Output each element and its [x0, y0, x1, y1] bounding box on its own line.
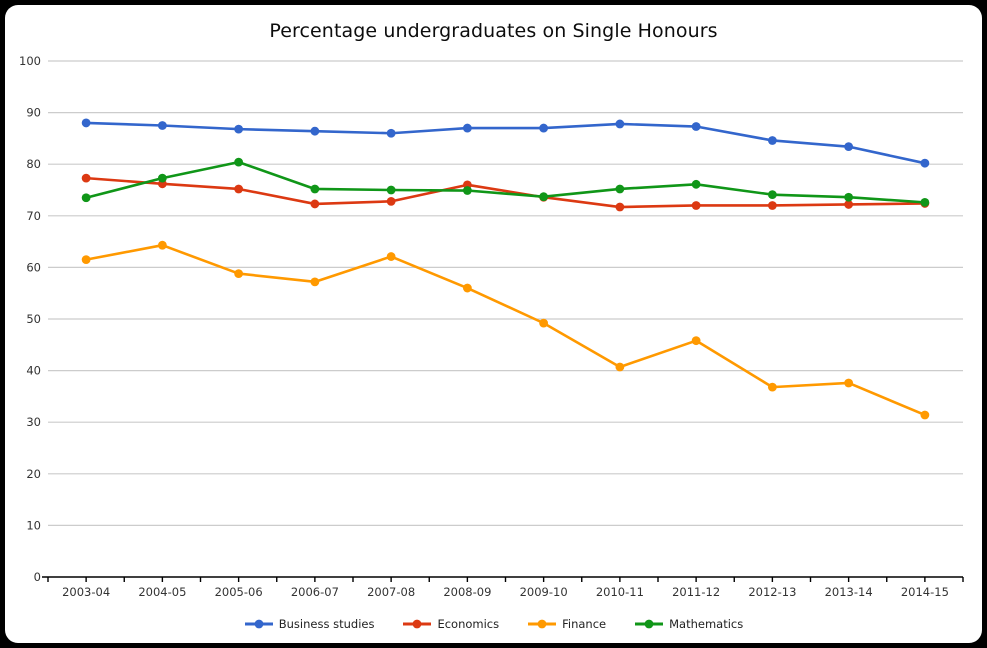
x-axis-label: 2014-15 — [901, 585, 949, 599]
data-point-finance — [310, 277, 320, 287]
legend-marker-icon — [635, 619, 664, 629]
data-point-mathematics — [462, 186, 472, 195]
data-point-mathematics — [615, 184, 625, 194]
x-axis-label: 2005-06 — [215, 585, 263, 599]
y-axis-label: 60 — [26, 260, 41, 274]
data-point-business-studies — [234, 124, 244, 134]
legend-label: Mathematics — [669, 617, 744, 631]
series-line-mathematics — [84, 160, 927, 204]
x-axis-label: 2006-07 — [291, 585, 339, 599]
data-point-economics — [310, 199, 320, 209]
data-point-finance — [920, 410, 930, 420]
data-point-finance — [767, 382, 777, 392]
data-point-mathematics — [310, 184, 320, 194]
data-point-business-studies — [386, 128, 396, 138]
x-axis-label: 2004-05 — [138, 585, 186, 599]
legend-item-finance: Finance — [527, 617, 606, 631]
data-point-business-studies — [462, 123, 472, 133]
y-axis-label: 100 — [19, 54, 41, 68]
data-point-finance — [615, 362, 625, 372]
series-line-business-studies — [84, 121, 927, 165]
legend-item-economics: Economics — [402, 617, 499, 631]
data-point-business-studies — [691, 122, 701, 131]
legend-item-business-studies: Business studies — [244, 617, 375, 631]
chart-frame — [5, 5, 982, 643]
series-line-economics — [84, 176, 927, 209]
legend-item-mathematics: Mathematics — [634, 617, 743, 631]
legend-label: Economics — [437, 617, 500, 631]
data-point-mathematics — [844, 192, 854, 202]
legend-marker-icon — [528, 619, 557, 629]
y-axis-label: 70 — [26, 209, 41, 223]
data-point-finance — [81, 255, 91, 265]
data-point-mathematics — [157, 173, 167, 183]
data-point-mathematics — [767, 190, 777, 200]
data-point-finance — [539, 318, 549, 328]
data-point-mathematics — [691, 179, 701, 189]
legend-marker-icon — [403, 619, 432, 629]
data-point-business-studies — [81, 118, 91, 128]
data-point-mathematics — [920, 197, 930, 207]
data-point-mathematics — [81, 193, 91, 203]
data-point-business-studies — [157, 121, 167, 130]
data-point-business-studies — [310, 126, 320, 136]
chart-title: Percentage undergraduates on Single Hono… — [269, 20, 718, 42]
x-axis-label: 2011-12 — [672, 585, 720, 599]
data-point-economics — [767, 201, 777, 210]
data-point-economics — [691, 201, 701, 210]
data-point-business-studies — [767, 136, 777, 145]
y-axis-label: 20 — [26, 467, 41, 481]
data-point-business-studies — [539, 123, 549, 133]
data-point-economics — [234, 184, 244, 194]
x-axis-label: 2003-04 — [62, 585, 110, 599]
y-axis-label: 80 — [26, 157, 41, 171]
data-point-economics — [844, 200, 854, 209]
x-axis-label: 2007-08 — [367, 585, 415, 599]
legend-marker-icon — [244, 619, 273, 629]
legend-label: Business studies — [278, 617, 375, 631]
x-axis-label: 2010-11 — [596, 585, 644, 599]
data-point-business-studies — [615, 119, 625, 129]
series-line-finance — [84, 243, 927, 417]
data-point-finance — [691, 336, 701, 346]
y-axis-label: 40 — [26, 364, 41, 378]
y-axis-label: 50 — [26, 312, 41, 326]
data-point-business-studies — [920, 158, 930, 168]
y-axis-label: 10 — [26, 518, 41, 532]
legend: Business studies Economics Finance Mathemat… — [0, 617, 987, 631]
data-point-mathematics — [386, 185, 396, 195]
data-point-finance — [234, 269, 244, 278]
data-point-finance — [386, 252, 396, 261]
x-axis-label: 2013-14 — [825, 585, 873, 599]
y-axis-label: 30 — [26, 415, 41, 429]
data-point-finance — [157, 240, 167, 250]
y-axis-label: 0 — [34, 570, 41, 584]
data-point-economics — [615, 202, 625, 212]
x-axis-label: 2012-13 — [748, 585, 796, 599]
data-point-finance — [462, 283, 472, 293]
data-point-economics — [386, 196, 396, 206]
data-point-finance — [844, 378, 854, 388]
legend-label: Finance — [562, 617, 607, 631]
data-point-mathematics — [539, 192, 549, 202]
x-axis-label: 2009-10 — [520, 585, 568, 599]
x-axis-label: 2008-09 — [443, 585, 491, 599]
data-point-economics — [81, 173, 91, 183]
data-point-mathematics — [234, 157, 244, 167]
y-axis-label: 90 — [26, 106, 41, 120]
data-point-business-studies — [844, 142, 854, 152]
